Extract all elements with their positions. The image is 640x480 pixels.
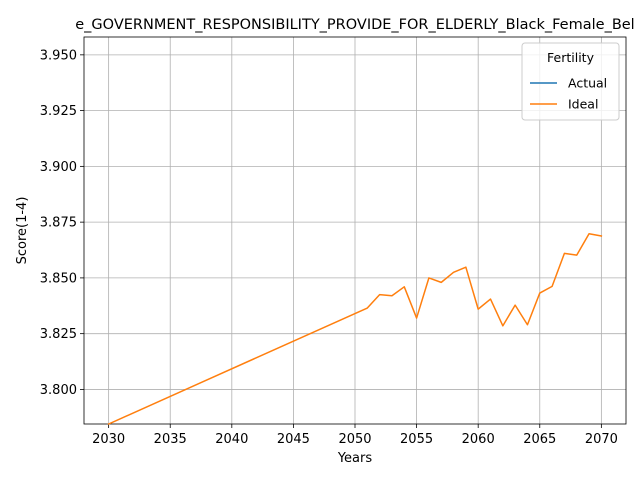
- chart-title: e_GOVERNMENT_RESPONSIBILITY_PROVIDE_FOR_…: [75, 17, 634, 33]
- y-axis: 3.800 3.825 3.850 3.875 3.900 3.925 3.950: [40, 48, 84, 398]
- y-tick-label: 3.800: [40, 383, 77, 398]
- x-tick-label: 2035: [154, 432, 187, 447]
- legend: Fertility Actual Ideal: [521, 42, 620, 121]
- x-tick-label: 2070: [585, 432, 618, 447]
- x-tick-label: 2055: [400, 432, 433, 447]
- x-axis: 2030 2035 2040 2045 2050 2055 2060 2065 2070: [92, 424, 618, 447]
- series-line-ideal: [107, 232, 603, 425]
- x-tick-label: 2065: [523, 432, 556, 447]
- legend-items: Actual Ideal: [530, 76, 607, 112]
- x-tick-label: 2045: [277, 432, 310, 447]
- legend-label-actual: Actual: [568, 76, 607, 91]
- legend-title: Fertility: [547, 50, 595, 65]
- legend-label-ideal: Ideal: [568, 97, 598, 112]
- x-tick-label: 2060: [462, 432, 495, 447]
- x-axis-label: Years: [337, 451, 373, 466]
- y-tick-label: 3.875: [40, 216, 77, 231]
- y-tick-label: 3.825: [40, 327, 77, 342]
- y-tick-label: 3.925: [40, 104, 77, 119]
- legend-box: [521, 42, 620, 121]
- x-tick-label: 2050: [338, 432, 371, 447]
- y-tick-label: 3.850: [40, 271, 77, 286]
- x-tick-label: 2030: [92, 432, 125, 447]
- x-tick-label: 2040: [215, 432, 248, 447]
- series-layer: [107, 232, 603, 425]
- y-axis-label: Score(1-4): [15, 197, 30, 265]
- y-tick-label: 3.950: [40, 48, 77, 63]
- y-tick-label: 3.900: [40, 160, 77, 175]
